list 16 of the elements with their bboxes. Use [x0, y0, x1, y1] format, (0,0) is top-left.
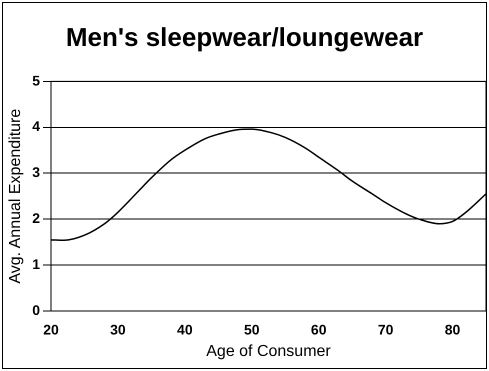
y-tick-label: 3 — [32, 164, 40, 180]
y-axis-title: Avg. Annual Expenditure — [7, 108, 24, 284]
y-tick-label: 5 — [32, 72, 40, 88]
x-tick-label: 40 — [177, 321, 193, 338]
y-tick-label: 2 — [32, 210, 40, 226]
x-tick-label: 20 — [43, 321, 59, 338]
x-tick-label: 80 — [444, 321, 461, 338]
y-tick-label: 4 — [32, 118, 40, 134]
y-tick-label: 0 — [32, 302, 40, 318]
chart-title: Men's sleepwear/loungewear — [64, 22, 424, 53]
x-tick-label: 60 — [310, 321, 327, 338]
x-tick-label: 70 — [378, 321, 394, 338]
x-tick-label: 30 — [110, 321, 126, 338]
y-tick-label: 1 — [32, 256, 40, 272]
x-axis-title: Age of Consumer — [206, 342, 332, 360]
x-tick-label: 50 — [244, 321, 260, 338]
